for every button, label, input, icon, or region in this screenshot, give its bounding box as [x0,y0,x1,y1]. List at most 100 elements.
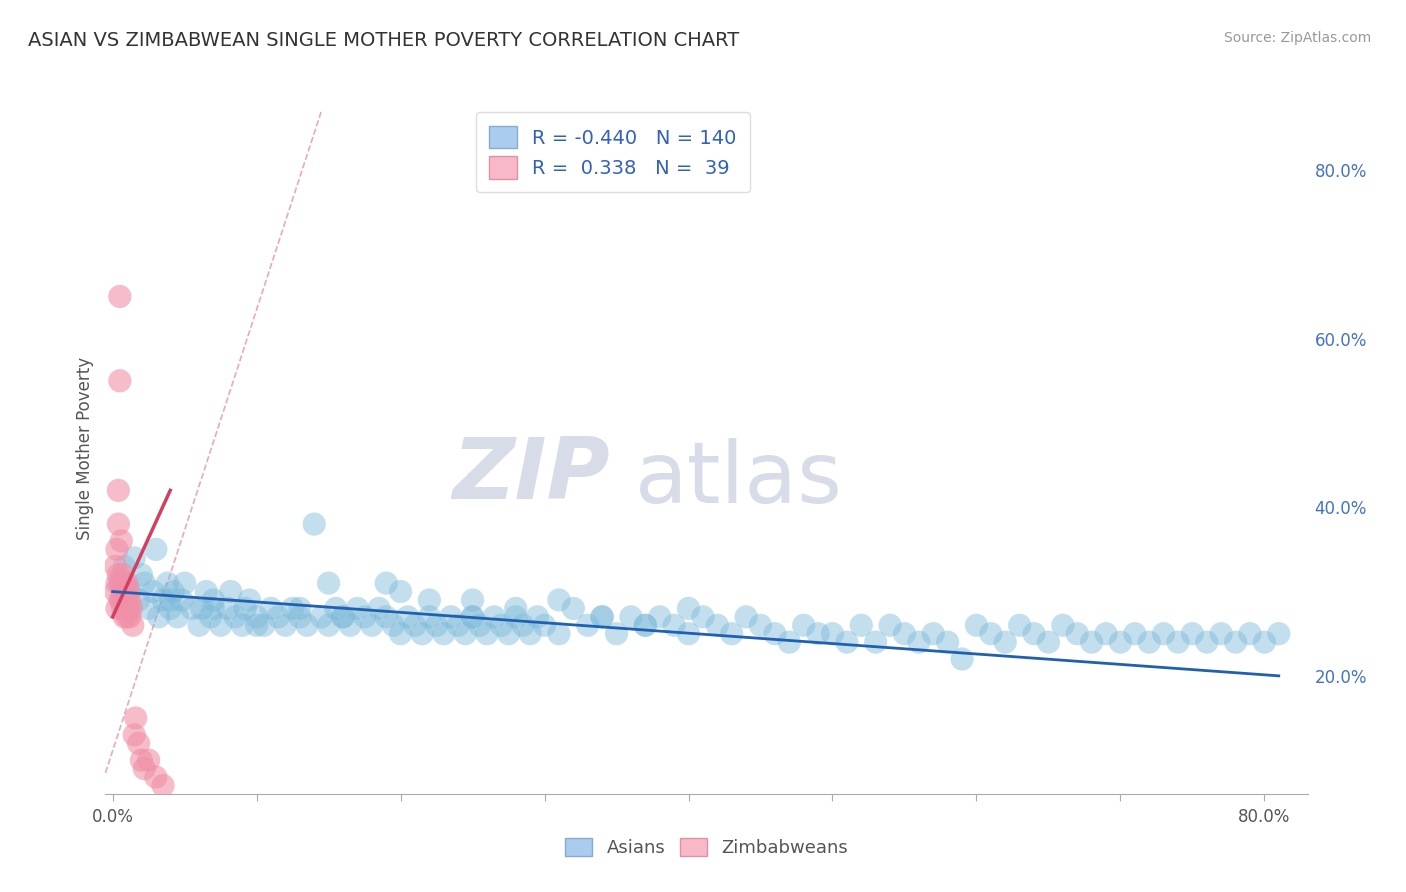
Point [156,576,179,591]
Point [720,626,742,640]
Point [475,626,498,640]
Point [648,610,671,624]
Point [498,626,520,640]
Point [440,610,463,624]
Point [114,601,136,615]
Point [865,635,887,649]
Point [318,576,340,591]
Point [749,618,772,632]
Point [491,618,513,632]
Legend: Asians, Zimbabweans: Asians, Zimbabweans [558,830,855,864]
Point [122,728,145,742]
Point [332,610,354,624]
Point [110,593,132,607]
Point [260,601,283,615]
Point [1211,626,1233,640]
Point [188,618,211,632]
Point [763,626,786,640]
Text: ASIAN VS ZIMBABWEAN SINGLE MOTHER POVERTY CORRELATION CHART: ASIAN VS ZIMBABWEAN SINGLE MOTHER POVERT… [28,31,740,50]
Point [170,593,193,607]
Point [288,601,311,615]
Point [112,593,135,607]
Point [360,618,382,632]
Point [447,618,470,632]
Point [231,618,253,632]
Point [851,618,873,632]
Point [548,626,571,640]
Point [134,576,156,591]
Point [950,652,973,666]
Point [202,601,225,615]
Point [111,567,134,582]
Point [117,601,139,615]
Point [980,626,1002,640]
Point [131,567,153,582]
Point [217,601,239,615]
Point [375,610,398,624]
Point [389,584,412,599]
Point [505,601,527,615]
Point [368,601,391,615]
Point [209,618,232,632]
Point [110,576,132,591]
Point [115,576,138,591]
Point [1181,626,1204,640]
Point [1095,626,1118,640]
Point [105,601,128,615]
Point [1022,626,1045,640]
Point [908,635,931,649]
Point [793,618,815,632]
Point [1080,635,1102,649]
Point [108,374,131,388]
Point [162,584,184,599]
Point [105,576,128,591]
Point [246,618,269,632]
Point [145,542,167,557]
Point [396,610,419,624]
Point [311,610,333,624]
Point [295,618,318,632]
Point [505,610,527,624]
Point [138,753,160,767]
Point [382,618,405,632]
Point [418,610,440,624]
Text: ZIP: ZIP [453,434,610,517]
Point [1137,635,1160,649]
Point [115,593,138,607]
Point [246,610,269,624]
Point [482,610,505,624]
Point [433,626,456,640]
Point [145,770,167,784]
Point [591,610,613,624]
Point [274,618,297,632]
Point [107,517,129,532]
Point [1123,626,1146,640]
Point [180,601,202,615]
Point [159,593,181,607]
Point [620,610,643,624]
Point [821,626,844,640]
Point [114,584,136,599]
Point [224,610,246,624]
Point [461,610,484,624]
Point [108,289,131,303]
Point [339,618,361,632]
Point [835,635,858,649]
Point [1268,626,1291,640]
Point [110,533,132,548]
Point [191,601,214,615]
Point [692,610,714,624]
Point [112,559,135,574]
Point [965,618,987,632]
Point [120,601,142,615]
Point [1038,635,1060,649]
Point [200,610,222,624]
Point [318,618,340,632]
Point [118,584,141,599]
Point [142,584,165,599]
Point [195,584,218,599]
Point [678,601,700,615]
Point [1195,635,1218,649]
Point [426,618,449,632]
Point [994,635,1017,649]
